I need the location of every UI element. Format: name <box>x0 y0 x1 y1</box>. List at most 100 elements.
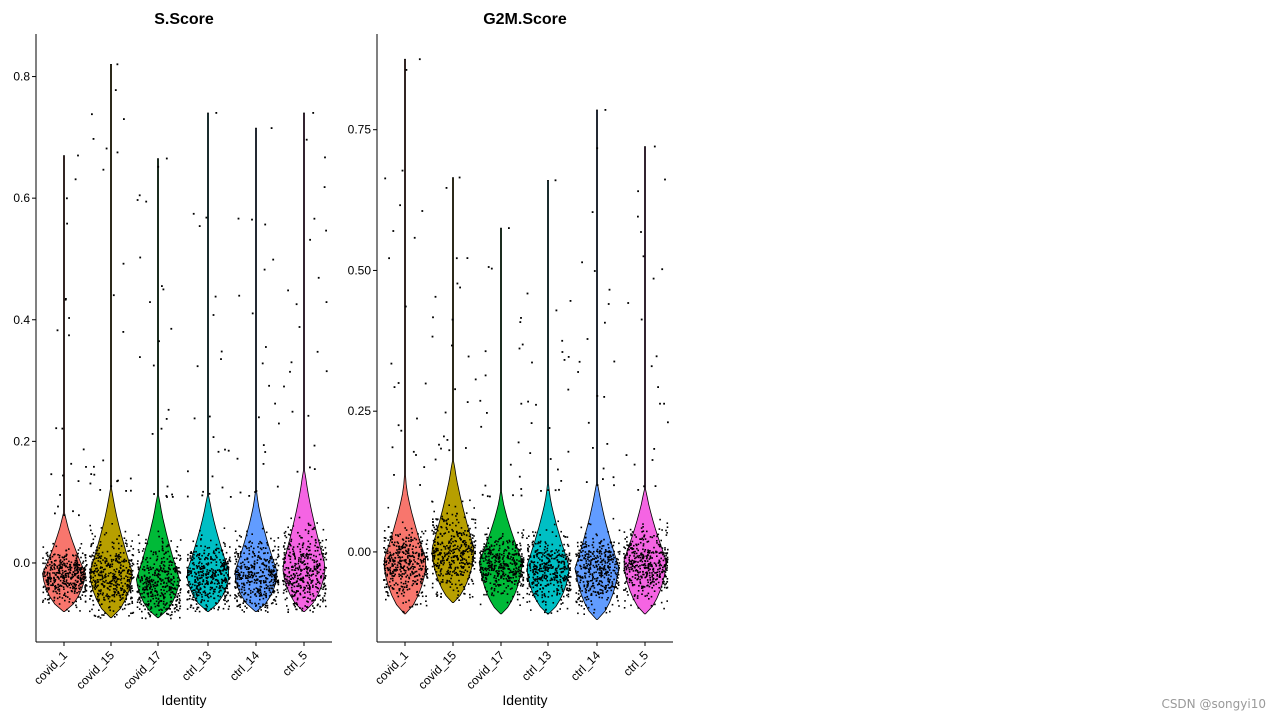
data-point <box>604 572 607 575</box>
data-point <box>111 565 113 568</box>
outlier-point <box>160 427 163 430</box>
data-point <box>425 574 427 576</box>
data-point <box>547 557 550 560</box>
outlier-point <box>415 454 417 456</box>
outlier-point <box>520 488 523 490</box>
outlier-point <box>520 494 523 497</box>
data-point <box>383 530 386 532</box>
data-point <box>468 547 471 550</box>
data-point <box>592 546 595 549</box>
data-point <box>434 541 436 543</box>
data-point <box>199 592 201 594</box>
data-point <box>383 537 386 539</box>
data-point <box>410 536 412 539</box>
data-point <box>200 600 203 603</box>
data-point <box>561 560 563 563</box>
data-point <box>500 537 502 539</box>
data-point <box>411 584 414 587</box>
data-point <box>277 537 280 539</box>
data-point <box>249 601 251 604</box>
data-point <box>152 583 154 586</box>
data-point <box>103 586 105 588</box>
data-point <box>223 562 225 564</box>
data-point <box>408 576 410 579</box>
data-point <box>315 568 317 571</box>
data-point <box>291 594 293 596</box>
data-point <box>490 549 492 552</box>
data-point <box>490 536 492 538</box>
data-point <box>107 587 109 590</box>
data-point <box>581 590 583 592</box>
data-point <box>607 560 610 562</box>
data-point <box>137 591 139 594</box>
data-point <box>384 567 386 570</box>
data-point <box>483 593 485 596</box>
data-point <box>488 569 491 572</box>
data-point <box>541 563 544 565</box>
data-point <box>542 567 545 569</box>
data-point <box>398 548 400 551</box>
data-point <box>46 551 49 554</box>
data-point <box>492 569 495 572</box>
data-point <box>156 555 159 558</box>
data-point <box>444 548 447 550</box>
data-point <box>501 543 504 546</box>
data-point <box>59 559 62 561</box>
data-point <box>617 584 620 586</box>
data-point <box>561 553 563 556</box>
data-point <box>322 586 325 589</box>
data-point <box>78 584 80 587</box>
data-point <box>78 587 80 590</box>
data-point <box>80 580 82 582</box>
data-point <box>471 518 473 520</box>
outlier-point <box>105 147 108 150</box>
data-point <box>511 571 514 573</box>
data-point <box>113 542 115 545</box>
data-point <box>516 559 518 561</box>
data-point <box>604 554 607 556</box>
data-point <box>302 561 304 564</box>
data-point <box>245 545 247 548</box>
outlier-point <box>196 365 199 368</box>
data-point <box>120 571 123 574</box>
outlier-point <box>136 199 139 201</box>
data-point <box>53 581 56 584</box>
data-point <box>152 573 154 576</box>
data-point <box>282 558 284 560</box>
data-point <box>535 542 537 545</box>
data-point <box>443 559 445 562</box>
data-point <box>395 534 397 536</box>
data-point <box>214 588 216 591</box>
data-point <box>508 576 510 579</box>
data-point <box>162 568 165 570</box>
violin-body <box>282 112 326 612</box>
data-point <box>90 545 92 548</box>
data-point <box>495 553 497 556</box>
data-point <box>129 559 131 562</box>
data-point <box>62 572 64 574</box>
data-point <box>317 587 320 590</box>
data-point <box>261 594 263 597</box>
data-point <box>508 568 510 570</box>
data-point <box>395 545 398 547</box>
data-point <box>498 538 500 541</box>
data-point <box>495 570 497 573</box>
data-point <box>509 569 512 572</box>
data-point <box>200 538 202 540</box>
data-point <box>240 588 243 591</box>
data-point <box>207 596 210 599</box>
data-point <box>152 595 154 597</box>
data-point <box>558 553 561 556</box>
data-point <box>462 532 465 534</box>
data-point <box>389 566 392 569</box>
data-point <box>225 572 227 574</box>
data-point <box>203 565 205 567</box>
data-point <box>487 559 489 562</box>
data-point <box>277 553 280 556</box>
data-point <box>628 544 630 546</box>
data-point <box>606 598 608 601</box>
data-point <box>400 560 402 563</box>
data-point <box>275 558 277 561</box>
data-point <box>457 521 460 524</box>
data-point <box>641 564 643 566</box>
